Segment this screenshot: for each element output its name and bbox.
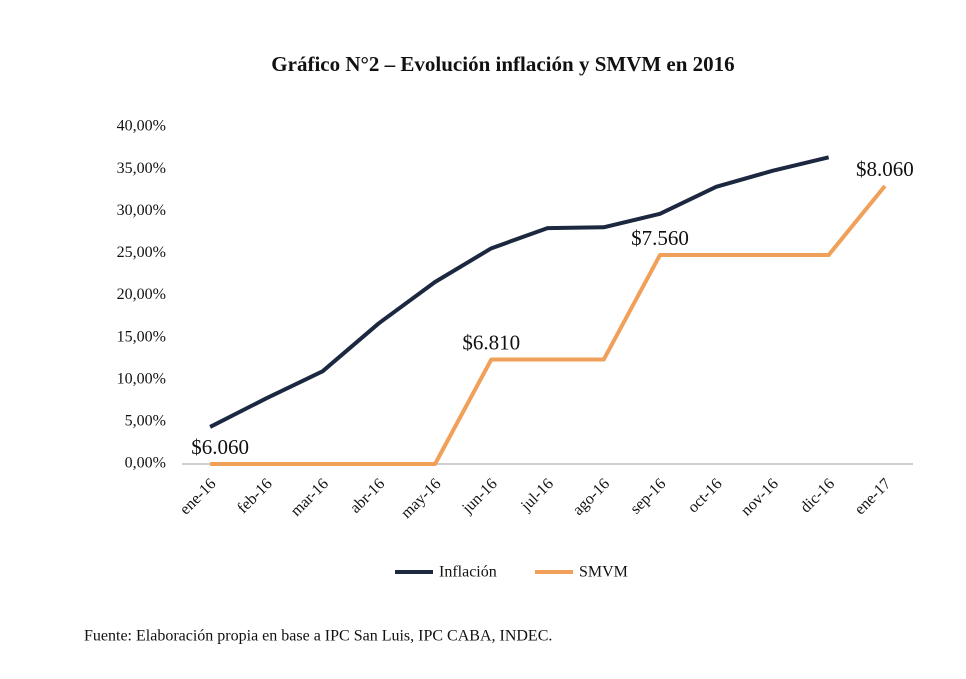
y-tick-label: 20,00% <box>117 286 166 303</box>
y-tick-label: 15,00% <box>117 328 166 345</box>
source-note: Fuente: Elaboración propia en base a IPC… <box>84 628 552 645</box>
y-tick-label: 25,00% <box>117 244 166 261</box>
x-tick-label: sep-16 <box>627 475 669 517</box>
y-tick-label: 5,00% <box>125 413 166 430</box>
x-tick-label: jul-16 <box>517 475 557 515</box>
x-tick-label: nov-16 <box>738 475 782 519</box>
x-tick-label: jun-16 <box>458 475 500 517</box>
x-tick-label: ene-16 <box>177 475 220 518</box>
x-tick-label: feb-16 <box>234 475 276 517</box>
y-tick-label: 10,00% <box>117 370 166 387</box>
legend-label: Inflación <box>439 564 497 581</box>
x-tick-label: mar-16 <box>288 475 332 519</box>
series-line <box>209 155 830 429</box>
y-tick-label: 35,00% <box>117 160 166 177</box>
x-tick-label: ene-17 <box>852 475 895 518</box>
chart-title: Gráfico N°2 – Evolución inflación y SMVM… <box>271 52 734 76</box>
x-tick-label: abr-16 <box>347 475 388 516</box>
y-tick-label: 0,00% <box>125 455 166 472</box>
y-tick-label: 40,00% <box>117 118 166 135</box>
annotation: $7.560 <box>631 226 689 250</box>
x-tick-label: may-16 <box>398 475 445 522</box>
y-tick-label: 30,00% <box>117 202 166 219</box>
annotation: $8.060 <box>856 157 914 181</box>
x-tick-label: ago-16 <box>570 475 613 518</box>
x-tick-label: dic-16 <box>797 475 838 516</box>
annotation: $6.060 <box>191 435 249 459</box>
legend-label: SMVM <box>579 564 628 581</box>
x-tick-label: oct-16 <box>685 475 726 516</box>
annotation: $6.810 <box>462 330 520 354</box>
series-line <box>210 184 887 466</box>
